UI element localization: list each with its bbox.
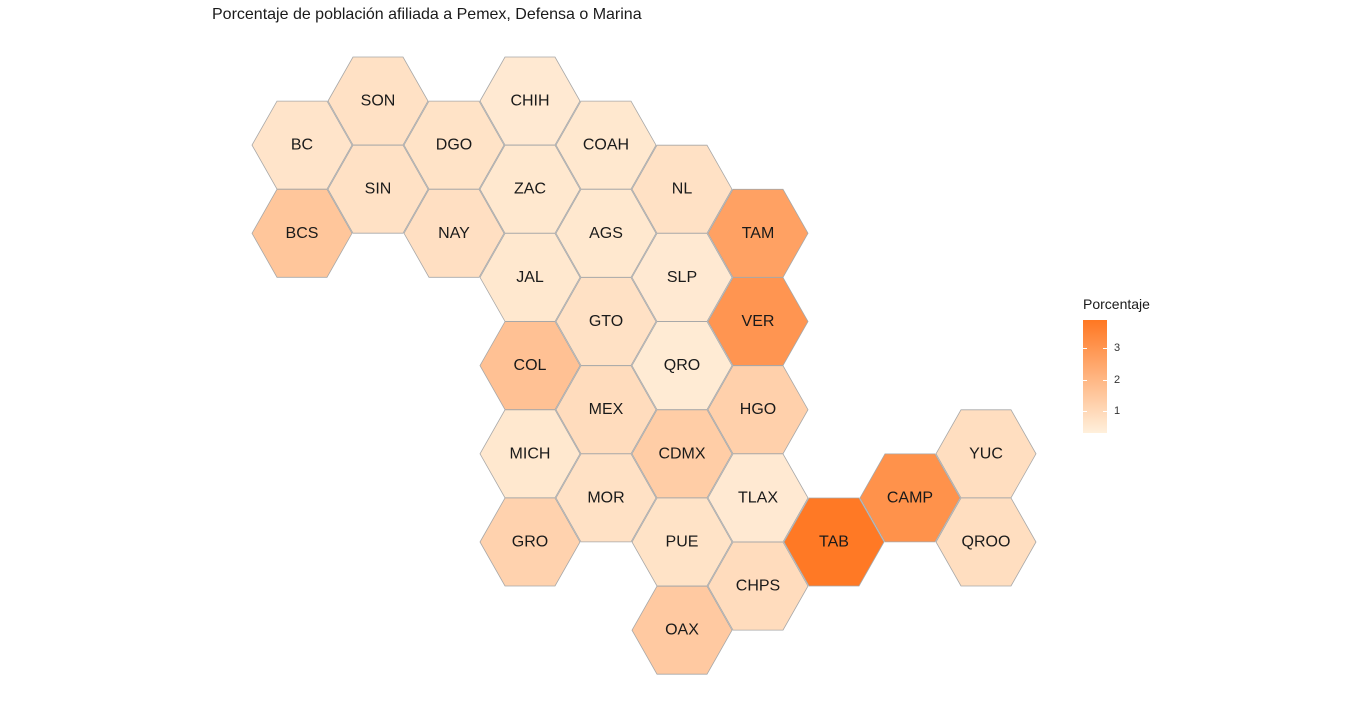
hex-label-col: COL xyxy=(514,357,547,374)
hex-label-mex: MEX xyxy=(589,401,624,418)
legend-tick-label: 2 xyxy=(1114,373,1121,386)
hex-label-gro: GRO xyxy=(512,534,548,551)
legend-tick-mark xyxy=(1103,348,1107,350)
legend-tick-label: 3 xyxy=(1114,342,1121,355)
hex-label-tab: TAB xyxy=(819,534,849,551)
legend-tick-label: 1 xyxy=(1114,405,1121,418)
hex-label-coah: COAH xyxy=(583,137,629,154)
hex-label-hgo: HGO xyxy=(740,401,776,418)
color-legend: Porcentaje 1 2 3 xyxy=(1083,296,1150,433)
legend-color-bar xyxy=(1083,320,1107,433)
hex-label-nay: NAY xyxy=(438,225,470,242)
hex-mor xyxy=(555,453,657,543)
hex-label-bc: BC xyxy=(291,137,313,154)
hex-label-oax: OAX xyxy=(665,622,699,639)
hex-label-ver: VER xyxy=(742,313,775,330)
hex-tab xyxy=(783,497,885,587)
legend-tick-mark xyxy=(1083,411,1087,413)
hex-label-son: SON xyxy=(361,93,396,110)
hex-nay xyxy=(403,188,505,278)
hex-label-qro: QRO xyxy=(664,357,700,374)
hex-label-qroo: QROO xyxy=(962,534,1011,551)
hex-qroo xyxy=(935,497,1037,587)
hex-label-chih: CHIH xyxy=(510,93,549,110)
legend-tick-mark xyxy=(1083,379,1087,381)
hex-label-chps: CHPS xyxy=(736,578,780,595)
chart-title: Porcentaje de población afiliada a Pemex… xyxy=(212,6,642,23)
hex-chps xyxy=(707,541,809,631)
hex-label-camp: CAMP xyxy=(887,489,933,506)
hex-label-mor: MOR xyxy=(587,489,624,506)
legend-title: Porcentaje xyxy=(1083,296,1150,312)
legend-tick-mark xyxy=(1103,379,1107,381)
hex-label-yuc: YUC xyxy=(969,445,1003,462)
hex-gro xyxy=(479,497,581,587)
hex-label-dgo: DGO xyxy=(436,137,472,154)
hex-sin xyxy=(327,144,429,234)
hex-oax xyxy=(631,585,733,675)
hex-label-jal: JAL xyxy=(516,269,544,286)
hex-camp xyxy=(859,453,961,543)
hex-label-sin: SIN xyxy=(365,181,392,198)
hex-label-tlax: TLAX xyxy=(738,489,778,506)
hex-label-zac: ZAC xyxy=(514,181,546,198)
hex-label-cdmx: CDMX xyxy=(658,445,705,462)
hex-label-gto: GTO xyxy=(589,313,623,330)
hex-label-bcs: BCS xyxy=(286,225,319,242)
hex-label-nl: NL xyxy=(672,181,693,198)
hex-label-pue: PUE xyxy=(666,534,699,551)
hex-label-mich: MICH xyxy=(510,445,551,462)
hex-label-tam: TAM xyxy=(742,225,775,242)
hex-label-slp: SLP xyxy=(667,269,697,286)
legend-tick-mark xyxy=(1103,411,1107,413)
hex-label-ags: AGS xyxy=(589,225,623,242)
legend-tick-mark xyxy=(1083,348,1087,350)
hex-bcs xyxy=(251,188,353,278)
